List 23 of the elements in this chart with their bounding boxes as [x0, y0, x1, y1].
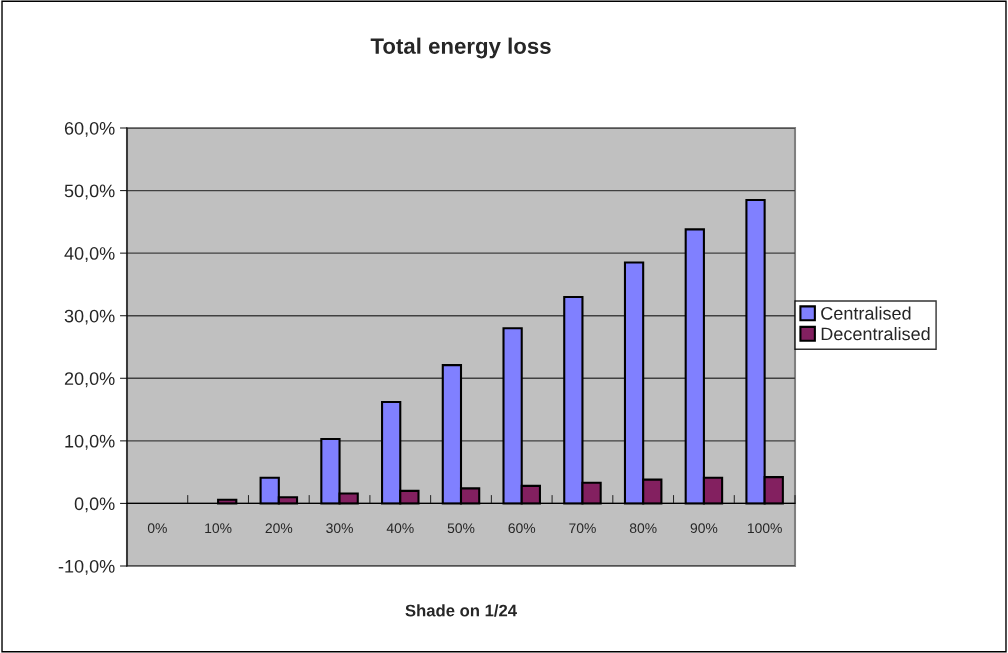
chart-title: Total energy loss: [370, 37, 551, 59]
x-tick-label: 70%: [569, 523, 596, 534]
y-tick-label: 0,0%: [74, 497, 115, 513]
x-tick-label: 40%: [386, 523, 414, 534]
x-tick-label: 10%: [205, 523, 232, 534]
y-tick-label: 20,0%: [64, 372, 115, 388]
y-tick-label: 40,0%: [64, 247, 115, 262]
x-axis-title: Shade on 1/24: [405, 604, 517, 617]
x-tick-label: 90%: [690, 523, 718, 534]
y-tick-label: -10,0%: [58, 559, 115, 575]
y-tick-label: 60,0%: [64, 121, 115, 137]
x-tick-label: 100%: [747, 523, 782, 534]
y-tick-label: 10,0%: [65, 434, 115, 450]
x-tick-label: 30%: [326, 523, 353, 534]
x-tick-label: 80%: [629, 523, 657, 534]
x-tick-label: 20%: [265, 523, 293, 534]
x-tick-label: 50%: [447, 523, 475, 534]
x-tick-label: 0%: [147, 523, 167, 534]
y-tick-label: 50,0%: [64, 184, 115, 200]
x-tick-label: 60%: [508, 523, 536, 534]
y-tick-label: 30,0%: [64, 309, 115, 325]
legend-label: Centralised: [821, 306, 911, 320]
legend-label: Decentralised: [821, 327, 930, 341]
